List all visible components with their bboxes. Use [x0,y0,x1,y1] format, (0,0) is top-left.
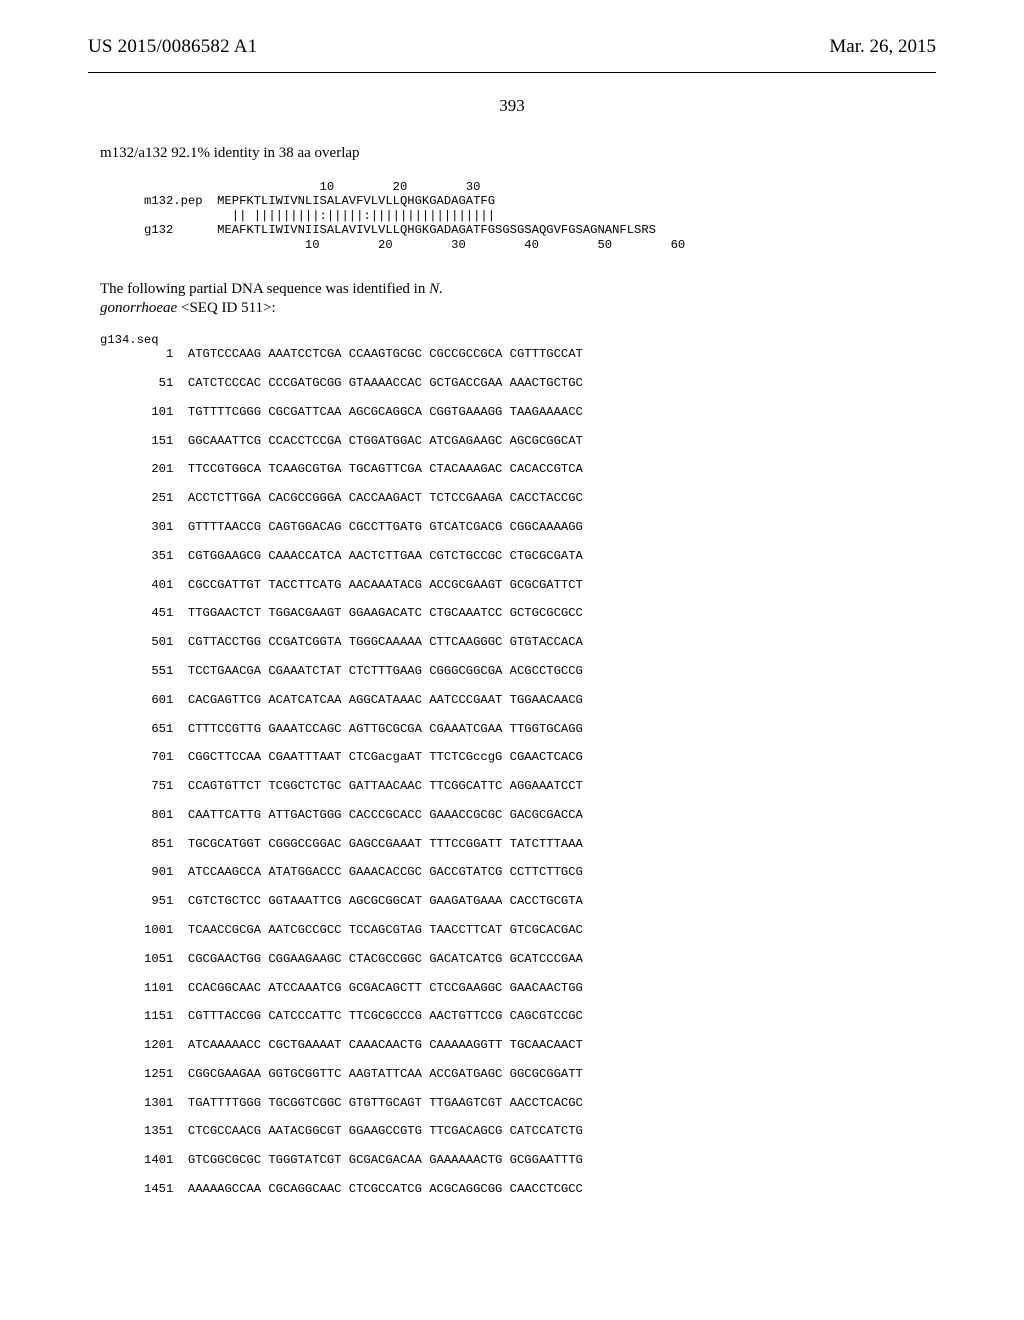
following-text-prefix: The following partial DNA sequence was i… [100,281,429,297]
following-sequence-para: The following partial DNA sequence was i… [100,280,500,319]
page-number: 393 [0,96,1024,116]
header-rule [88,72,936,73]
following-text-suffix: <SEQ ID 511>: [177,300,275,316]
identity-line: m132/a132 92.1% identity in 38 aa overla… [100,145,924,162]
page-body: m132/a132 92.1% identity in 38 aa overla… [100,145,924,1196]
sequence-block: 1 ATGTCCCAAG AAATCCTCGA CCAAGTGCGC CGCCG… [144,347,924,1196]
page: US 2015/0086582 A1 Mar. 26, 2015 393 m13… [0,0,1024,1320]
publication-date: Mar. 26, 2015 [829,36,936,58]
alignment-block: 10 20 30 m132.pep MEPFKTLIWIVNLISALAVFVL… [144,180,924,252]
sequence-name: g134.seq [100,333,924,347]
publication-number: US 2015/0086582 A1 [88,36,257,58]
